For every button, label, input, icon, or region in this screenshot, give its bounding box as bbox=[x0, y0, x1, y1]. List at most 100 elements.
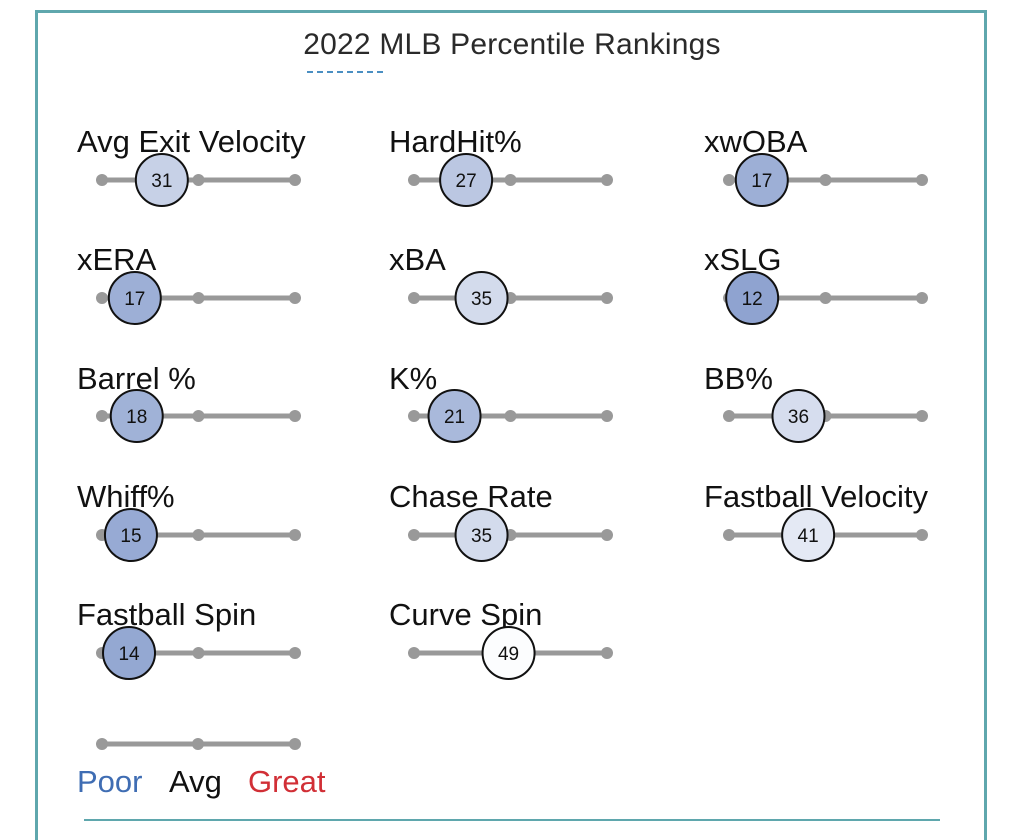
metric-xslg: xSLG 12 bbox=[704, 242, 928, 325]
percentile-value: 21 bbox=[444, 407, 465, 428]
percentile-marker bbox=[734, 153, 789, 207]
percentile-marker bbox=[481, 626, 536, 680]
metric-xera: xERA 17 bbox=[77, 242, 301, 325]
metric-chase-rate: Chase Rate 35 bbox=[389, 479, 613, 562]
metric-curve-spin: Curve Spin 49 bbox=[389, 597, 613, 680]
percentile-marker bbox=[134, 153, 189, 207]
legend-tick-poor bbox=[96, 738, 108, 750]
track-tick-avg bbox=[504, 174, 517, 186]
percentile-value: 35 bbox=[471, 289, 492, 310]
metric-label: HardHit% bbox=[389, 124, 522, 159]
percentile-marker bbox=[725, 271, 780, 325]
metric-label: BB% bbox=[704, 361, 773, 396]
metric-hardhit: HardHit% 27 bbox=[389, 124, 613, 207]
title-underline bbox=[307, 71, 383, 73]
track-tick-poor bbox=[723, 529, 735, 541]
metric-label: xSLG bbox=[704, 242, 782, 277]
metric-fastball-spin: Fastball Spin 14 bbox=[77, 597, 301, 680]
percentile-marker bbox=[439, 153, 494, 207]
track-tick-poor bbox=[408, 647, 420, 659]
track-tick-poor bbox=[96, 410, 108, 422]
track-tick-avg bbox=[192, 647, 205, 659]
metric-avg-exit-velocity: Avg Exit Velocity 31 bbox=[77, 124, 306, 207]
percentile-value: 17 bbox=[751, 171, 772, 192]
track-tick-poor bbox=[723, 174, 735, 186]
percentile-value: 35 bbox=[471, 526, 492, 547]
track-tick-great bbox=[916, 529, 928, 541]
percentile-value: 49 bbox=[498, 644, 519, 665]
percentile-marker bbox=[103, 508, 158, 562]
track-tick-poor bbox=[408, 174, 420, 186]
legend-avg-label: Avg bbox=[169, 764, 222, 799]
percentile-value: 27 bbox=[456, 171, 477, 192]
track-tick-avg bbox=[192, 410, 205, 422]
percentile-marker bbox=[109, 389, 164, 443]
track-tick-great bbox=[916, 292, 928, 304]
metric-label: Chase Rate bbox=[389, 479, 553, 514]
metric-label: Curve Spin bbox=[389, 597, 542, 632]
percentile-marker bbox=[427, 389, 482, 443]
track-tick-great bbox=[916, 174, 928, 186]
bottom-rule bbox=[84, 819, 940, 821]
track-tick-poor bbox=[96, 174, 108, 186]
track-tick-great bbox=[601, 292, 613, 304]
legend-poor-label: Poor bbox=[77, 764, 142, 799]
legend-great-label: Great bbox=[248, 764, 326, 799]
legend: Poor Avg Great bbox=[77, 738, 326, 799]
percentile-value: 15 bbox=[120, 526, 141, 547]
track-tick-great bbox=[289, 529, 301, 541]
metric-label: Avg Exit Velocity bbox=[77, 124, 306, 159]
track-tick-avg bbox=[504, 410, 517, 422]
track-tick-avg bbox=[819, 174, 832, 186]
track-tick-avg bbox=[819, 292, 832, 304]
metric-fastball-velocity: Fastball Velocity 41 bbox=[704, 479, 928, 562]
percentile-value: 41 bbox=[798, 526, 819, 547]
track-tick-great bbox=[289, 292, 301, 304]
metric-label: xBA bbox=[389, 242, 446, 277]
percentile-value: 12 bbox=[742, 289, 763, 310]
metric-label: xwOBA bbox=[704, 124, 808, 159]
track-tick-great bbox=[601, 174, 613, 186]
track-tick-great bbox=[916, 410, 928, 422]
chart-frame bbox=[35, 10, 987, 840]
metrics-layer: Avg Exit Velocity31HardHit%27xwOBA17xERA… bbox=[77, 124, 928, 680]
chart-title: 2022 MLB Percentile Rankings bbox=[303, 28, 721, 61]
track-tick-avg bbox=[192, 174, 205, 186]
track-tick-poor bbox=[723, 410, 735, 422]
percentile-value: 36 bbox=[788, 407, 809, 428]
metric-label: xERA bbox=[77, 242, 157, 277]
track-tick-poor bbox=[96, 292, 108, 304]
percentile-marker bbox=[107, 271, 162, 325]
track-tick-poor bbox=[408, 292, 420, 304]
track-tick-great bbox=[289, 410, 301, 422]
metric-label: Whiff% bbox=[77, 479, 175, 514]
percentile-value: 18 bbox=[126, 407, 147, 428]
legend-tick-avg bbox=[192, 738, 204, 750]
percentile-marker bbox=[454, 271, 509, 325]
metric-xwoba: xwOBA 17 bbox=[704, 124, 928, 207]
track-tick-great bbox=[601, 410, 613, 422]
track-tick-poor bbox=[408, 410, 420, 422]
metric-label: Fastball Spin bbox=[77, 597, 256, 632]
metric-label: Fastball Velocity bbox=[704, 479, 928, 514]
track-tick-great bbox=[289, 647, 301, 659]
percentile-marker bbox=[454, 508, 509, 562]
metric-xba: xBA 35 bbox=[389, 242, 613, 325]
percentile-value: 14 bbox=[118, 644, 140, 665]
metric-k: K% 21 bbox=[389, 361, 613, 443]
track-tick-avg bbox=[192, 292, 205, 304]
metric-barrel: Barrel %18 bbox=[77, 361, 301, 443]
track-tick-avg bbox=[192, 529, 205, 541]
track-tick-great bbox=[289, 174, 301, 186]
track-tick-great bbox=[601, 647, 613, 659]
percentile-marker bbox=[102, 626, 157, 680]
track-tick-poor bbox=[408, 529, 420, 541]
percentile-marker bbox=[781, 508, 836, 562]
percentile-value: 31 bbox=[151, 171, 172, 192]
track-tick-great bbox=[601, 529, 613, 541]
percentile-marker bbox=[771, 389, 826, 443]
percentile-value: 17 bbox=[124, 289, 145, 310]
legend-tick-great bbox=[289, 738, 301, 750]
metric-label: K% bbox=[389, 361, 437, 396]
